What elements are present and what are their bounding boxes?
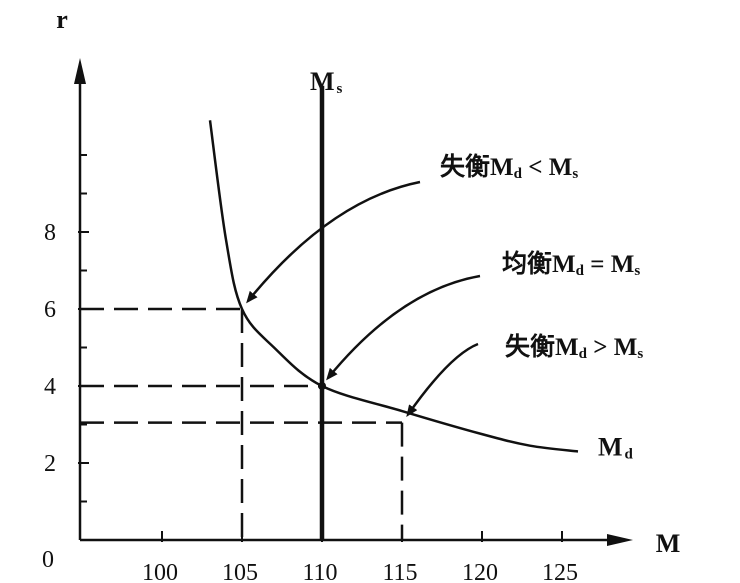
equilibrium-point (318, 382, 326, 390)
y-axis-label: r (56, 5, 68, 34)
y-tick-label: 6 (44, 297, 56, 323)
annotation-equilibrium: 均衡Md = Ms (502, 249, 640, 279)
x-tick-label: 110 (302, 560, 337, 583)
x-tick-label: 100 (142, 560, 178, 583)
x-tick-label: 125 (542, 560, 578, 583)
annotation-arrow-shortage (406, 342, 479, 418)
annotation-surplus: 失衡Md < Ms (440, 152, 578, 182)
y-tick-label: 2 (44, 451, 56, 477)
x-tick-label: 120 (462, 560, 498, 583)
tick-group: 2 4 6 8 100 105 110 115 120 125 (44, 154, 578, 583)
origin-label: 0 (42, 547, 54, 573)
annotation-arrow-equilibrium (326, 274, 481, 381)
x-tick-label: 115 (382, 560, 417, 583)
annotation-shortage: 失衡Md > Ms (505, 332, 643, 362)
y-axis-arrow-icon (74, 58, 86, 84)
annotation-arrow-surplus (246, 180, 421, 304)
x-tick-label: 105 (222, 560, 258, 583)
x-axis-arrow-icon (607, 534, 633, 546)
y-tick-label: 4 (44, 374, 56, 400)
y-tick-label: 8 (44, 220, 56, 246)
x-axis-label: M (656, 529, 681, 558)
annotations: 失衡Md < Ms 均衡Md = Ms 失衡Md > Ms (246, 152, 643, 418)
guide-lines (80, 307, 404, 540)
